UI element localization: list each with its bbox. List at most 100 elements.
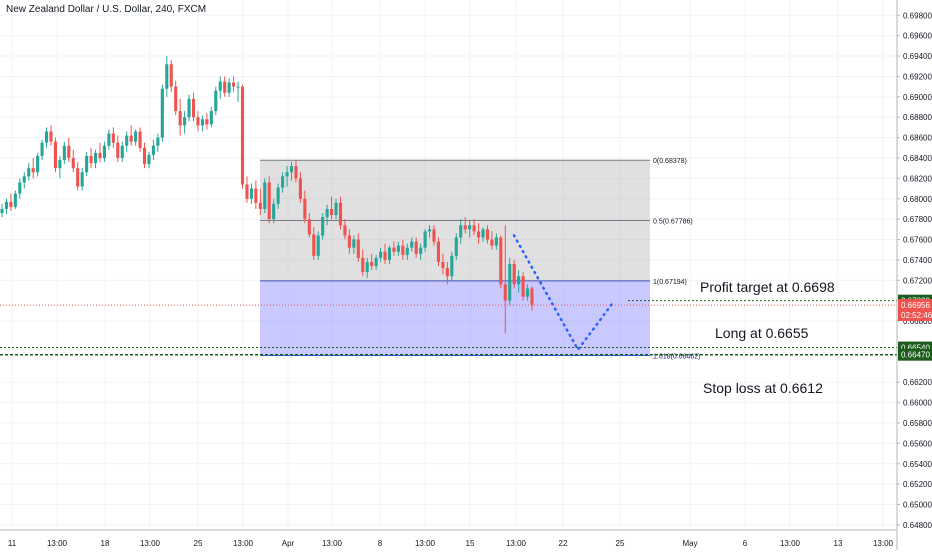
candle-body xyxy=(387,247,392,260)
candle-body xyxy=(281,176,285,188)
candle-body xyxy=(80,172,84,187)
candle-body xyxy=(62,145,66,161)
price-label-text: 02:52:46 xyxy=(901,311,932,320)
candle-body xyxy=(294,166,298,179)
candle-body xyxy=(31,168,35,173)
x-tick-label: 25 xyxy=(616,539,625,548)
candle-body xyxy=(58,160,62,169)
y-tick-label: 0.69000 xyxy=(903,93,932,102)
candle-body xyxy=(485,229,490,240)
projection-line xyxy=(512,234,615,352)
candle-body xyxy=(40,142,44,156)
candle-body xyxy=(214,90,218,112)
x-tick-label: May xyxy=(682,539,697,548)
candle-body xyxy=(508,263,512,301)
candle-body xyxy=(191,98,196,118)
candle-body xyxy=(236,86,240,88)
annotation-profit-target: Profit target at 0.6698 xyxy=(700,279,835,295)
fib-level-label: 1(0.67194) xyxy=(653,279,687,286)
candle-body xyxy=(67,145,71,158)
candle-body xyxy=(338,202,343,226)
candle-body xyxy=(490,239,494,246)
candle-body xyxy=(276,187,280,204)
y-tick-label: 0.68800 xyxy=(903,113,932,122)
x-tick-label: 13:00 xyxy=(780,539,801,548)
grid xyxy=(0,0,897,530)
chart-title: New Zealand Dollar / U.S. Dollar, 240, F… xyxy=(6,4,207,15)
x-tick-label: 18 xyxy=(101,539,110,548)
candle-body xyxy=(512,263,516,285)
candle-body xyxy=(499,237,503,285)
candle-body xyxy=(249,188,253,199)
y-tick-label: 0.67200 xyxy=(903,276,932,285)
candle-body xyxy=(205,119,209,125)
x-tick-label: 13 xyxy=(834,539,843,548)
candle-body xyxy=(312,234,316,256)
candle-body xyxy=(441,261,445,269)
candle-body xyxy=(102,145,106,158)
price-label-box xyxy=(898,308,932,321)
y-tick-label: 0.65800 xyxy=(903,419,932,428)
candle-body xyxy=(396,245,400,252)
y-tick-label: 0.66200 xyxy=(903,378,932,387)
candle-body xyxy=(374,257,378,267)
candle-body xyxy=(325,208,329,218)
candle-body xyxy=(218,81,222,91)
candle-body xyxy=(245,184,249,199)
candle-body xyxy=(517,276,521,285)
candle-body xyxy=(107,133,111,146)
candle-body xyxy=(71,157,75,169)
candle-body xyxy=(169,64,173,87)
y-tick-label: 0.65000 xyxy=(903,501,932,510)
candle-body xyxy=(370,261,374,267)
x-tick-label: 11 xyxy=(8,539,17,548)
candle-body xyxy=(361,257,365,273)
fib-retracement: 0(0.68378) 0.5(0.67786) 1(0.67194) 1.618(0.… xyxy=(260,158,700,361)
candle-body xyxy=(147,154,151,165)
candle-body xyxy=(36,155,40,173)
fib-level-label: 0(0.68378) xyxy=(653,158,687,165)
candle-body xyxy=(200,119,204,126)
candle-body xyxy=(379,251,383,258)
candle-body xyxy=(343,225,347,236)
candle-body xyxy=(187,98,191,118)
y-tick-label: 0.69800 xyxy=(903,11,932,20)
x-tick-label: 13:00 xyxy=(47,539,68,548)
candle-body xyxy=(272,203,276,220)
candle-body xyxy=(432,229,436,242)
candle-body xyxy=(232,82,236,87)
x-tick-label: 13:00 xyxy=(873,539,894,548)
candle-body xyxy=(151,145,155,155)
x-tick-label: 13:00 xyxy=(233,539,254,548)
candle-body xyxy=(156,137,160,146)
x-tick-label: 13:00 xyxy=(415,539,436,548)
candle-body xyxy=(27,168,31,177)
candle-body xyxy=(125,135,129,146)
candle-body xyxy=(285,172,289,177)
candle-body xyxy=(165,64,169,89)
candle-body xyxy=(423,231,427,248)
candle-body xyxy=(356,239,360,258)
candle-body xyxy=(303,198,307,220)
candle-body xyxy=(98,152,102,158)
candle-body xyxy=(9,201,13,207)
candle-body xyxy=(494,237,498,246)
y-tick-label: 0.69400 xyxy=(903,52,932,61)
price-lines xyxy=(0,300,897,356)
candle-body xyxy=(13,193,17,207)
candle-body xyxy=(525,288,530,297)
candle-body xyxy=(414,241,418,254)
price-label-text: 0.66956 xyxy=(901,301,930,310)
candle-body xyxy=(142,147,147,165)
candle-body xyxy=(85,155,89,173)
candle-body xyxy=(254,188,258,203)
y-tick-label: 0.66000 xyxy=(903,399,932,408)
candle-body xyxy=(316,235,320,256)
candle-body xyxy=(263,182,267,209)
candle-body xyxy=(383,251,387,260)
candle-body xyxy=(392,247,396,252)
fib-level-label: 1.618(0.66462) xyxy=(653,354,700,361)
candles xyxy=(0,56,534,334)
